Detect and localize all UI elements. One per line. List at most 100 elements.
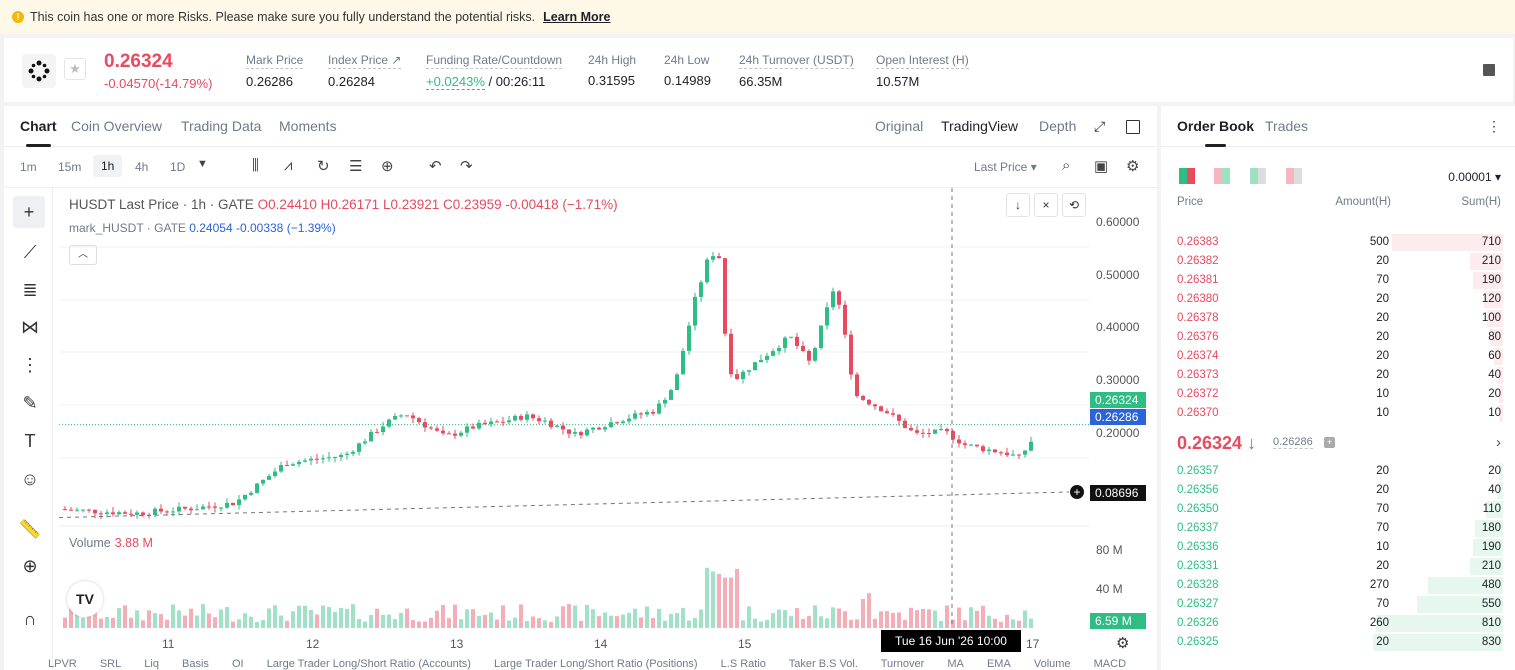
- bid-row[interactable]: 0.26328 270 480: [1161, 576, 1515, 595]
- tab-moments[interactable]: Moments: [279, 118, 337, 134]
- ask-row[interactable]: 0.26373 20 40: [1161, 366, 1515, 385]
- bid-row[interactable]: 0.26327 70 550: [1161, 595, 1515, 614]
- ask-row[interactable]: 0.26381 70 190: [1161, 271, 1515, 290]
- scroll-down-button[interactable]: ↓: [1006, 193, 1030, 217]
- add-icon[interactable]: ⊕: [381, 158, 394, 175]
- gear-icon[interactable]: ⚙: [1126, 158, 1140, 175]
- timeframe-1d[interactable]: 1D: [170, 160, 186, 174]
- volume-bar: [441, 604, 445, 628]
- tab-order-book[interactable]: Order Book: [1177, 118, 1255, 147]
- settings-icon[interactable]: ⚙: [1116, 635, 1130, 652]
- bid-row[interactable]: 0.26336 10 190: [1161, 538, 1515, 557]
- learn-more-link[interactable]: Learn More: [543, 10, 611, 24]
- ask-row[interactable]: 0.26380 20 120: [1161, 290, 1515, 309]
- timeframe-1h[interactable]: 1h: [93, 155, 123, 177]
- indicator-turnover[interactable]: Turnover: [880, 658, 925, 670]
- bid-row[interactable]: 0.26356 20 40: [1161, 481, 1515, 500]
- tab-trading-data[interactable]: Trading Data: [181, 118, 262, 134]
- view-original[interactable]: Original: [875, 118, 924, 134]
- trend-line-icon[interactable]: ⟋: [23, 242, 37, 262]
- depth-bar: [1484, 291, 1503, 308]
- price-type-select[interactable]: Last Price ▾: [974, 160, 1037, 174]
- indicator-lt-accounts[interactable]: Large Trader Long/Short Ratio (Accounts): [266, 658, 471, 670]
- candle: [615, 422, 619, 424]
- bid-row[interactable]: 0.26325 20 830: [1161, 633, 1515, 652]
- indicator-ema[interactable]: EMA: [986, 658, 1011, 670]
- candle-type-icon[interactable]: ⫼: [252, 157, 259, 174]
- brush-icon[interactable]: ✎: [22, 393, 38, 413]
- indicator-volume[interactable]: Volume: [1033, 658, 1071, 670]
- emoji-icon[interactable]: ☺: [20, 469, 40, 489]
- bid-row[interactable]: 0.26326 260 810: [1161, 614, 1515, 633]
- book-view-both-icon[interactable]: [1179, 168, 1195, 184]
- mark-legend-title: mark_HUSDT · GATE: [69, 221, 186, 235]
- search-icon[interactable]: ⌕: [1062, 157, 1071, 174]
- ask-row[interactable]: 0.26383 500 710: [1161, 233, 1515, 252]
- tab-chart[interactable]: Chart: [20, 118, 57, 147]
- fullscreen-icon[interactable]: [1126, 120, 1140, 134]
- refresh-icon[interactable]: ↻: [317, 158, 330, 175]
- indicator-oi[interactable]: OI: [232, 658, 244, 670]
- bid-row[interactable]: 0.26337 70 180: [1161, 519, 1515, 538]
- volume-bar: [321, 605, 325, 628]
- tab-coin-overview[interactable]: Coin Overview: [71, 118, 163, 134]
- ask-row[interactable]: 0.26370 10 10: [1161, 404, 1515, 423]
- timeframe-dropdown-icon[interactable]: ▼: [197, 158, 208, 170]
- expand-icon[interactable]: ⤢: [1094, 118, 1106, 134]
- template-icon[interactable]: ☰: [349, 158, 363, 175]
- crosshair-icon[interactable]: +: [13, 196, 45, 228]
- depth-bar: [1499, 463, 1503, 480]
- tick-size-select[interactable]: 0.00001 ▾: [1448, 170, 1501, 184]
- favorite-star-icon[interactable]: ★: [64, 58, 86, 80]
- indicator-lpvr[interactable]: LPVR: [48, 658, 77, 670]
- volume-bar: [1005, 614, 1009, 628]
- book-view-depth-icon[interactable]: [1286, 168, 1302, 184]
- indicator-ma[interactable]: MA: [947, 658, 964, 670]
- indicator-basis[interactable]: Basis: [182, 658, 209, 670]
- pattern-icon[interactable]: ⋈: [21, 317, 39, 337]
- indicators-icon[interactable]: ⩘: [284, 157, 293, 174]
- price-chart[interactable]: [59, 188, 1089, 628]
- ask-row[interactable]: 0.26376 20 80: [1161, 328, 1515, 347]
- ask-row[interactable]: 0.26374 20 60: [1161, 347, 1515, 366]
- ask-row[interactable]: 0.26382 20 210: [1161, 252, 1515, 271]
- ask-row[interactable]: 0.26372 10 20: [1161, 385, 1515, 404]
- indicator-taker-vol[interactable]: Taker B.S Vol.: [788, 658, 858, 670]
- redo-icon[interactable]: ↷: [460, 158, 473, 175]
- indicator-liq[interactable]: Liq: [144, 658, 159, 670]
- ruler-icon[interactable]: 📏: [18, 519, 42, 539]
- volume-bar: [93, 604, 97, 628]
- more-icon[interactable]: ⋮: [1487, 118, 1501, 134]
- book-icon[interactable]: [1483, 64, 1495, 76]
- stat-index-price[interactable]: Index Price ↗ 0.26284: [328, 53, 402, 89]
- view-tradingview[interactable]: TradingView: [941, 118, 1019, 134]
- indicator-macd[interactable]: MACD: [1093, 658, 1127, 670]
- tab-trades[interactable]: Trades: [1265, 118, 1309, 134]
- view-depth[interactable]: Depth: [1039, 118, 1077, 134]
- timeframe-15m[interactable]: 15m: [58, 160, 82, 174]
- camera-icon[interactable]: ▣: [1094, 158, 1109, 175]
- fib-icon[interactable]: ≣: [22, 280, 38, 300]
- timeframe-1m[interactable]: 1m: [20, 160, 37, 174]
- indicator-lt-positions[interactable]: Large Trader Long/Short Ratio (Positions…: [493, 658, 698, 670]
- chevron-right-icon[interactable]: ›: [1496, 434, 1501, 451]
- bid-amount: 70: [1376, 522, 1389, 534]
- book-view-asks-icon[interactable]: [1250, 168, 1266, 184]
- reset-view-button[interactable]: ⟲: [1062, 193, 1086, 217]
- magnet-icon[interactable]: ∩: [23, 609, 37, 629]
- undo-icon[interactable]: ↶: [429, 158, 442, 175]
- collapse-button[interactable]: ×: [1034, 193, 1058, 217]
- timeframe-4h[interactable]: 4h: [135, 160, 149, 174]
- book-view-bids-icon[interactable]: [1214, 168, 1230, 184]
- bid-row[interactable]: 0.26350 70 110: [1161, 500, 1515, 519]
- ask-row[interactable]: 0.26378 20 100: [1161, 309, 1515, 328]
- projection-icon[interactable]: ⋮: [21, 355, 39, 375]
- collapse-legend-button[interactable]: ︿: [69, 245, 97, 265]
- bid-row[interactable]: 0.26357 20 20: [1161, 462, 1515, 481]
- indicator-ls-ratio[interactable]: L.S Ratio: [720, 658, 766, 670]
- indicator-srl[interactable]: SRL: [99, 658, 122, 670]
- text-icon[interactable]: T: [24, 431, 36, 451]
- zoom-in-icon[interactable]: ⊕: [22, 556, 38, 576]
- bid-row[interactable]: 0.26331 20 210: [1161, 557, 1515, 576]
- add-alert-icon[interactable]: +: [1070, 485, 1084, 499]
